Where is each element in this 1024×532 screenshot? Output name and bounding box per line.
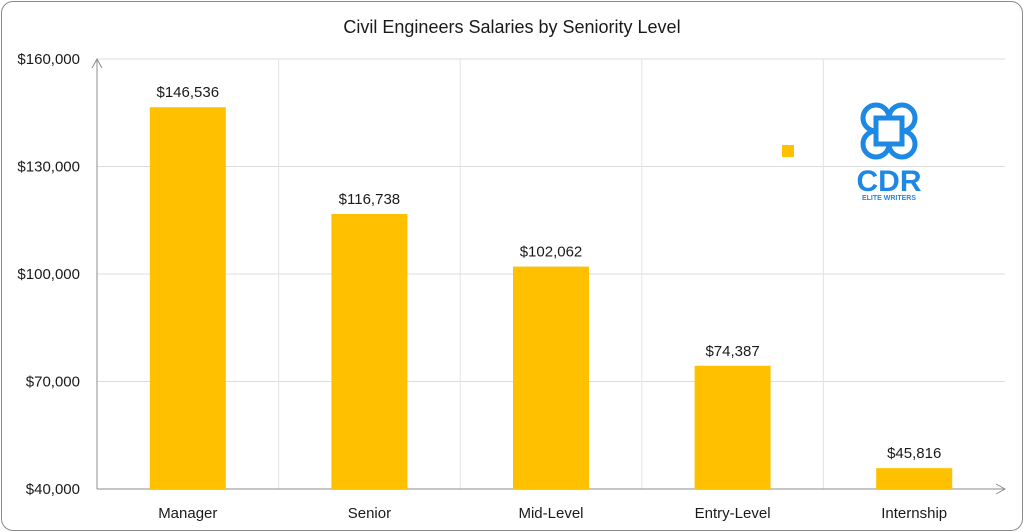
logo-tagline: ELITE WRITERS	[862, 195, 916, 202]
bar-senior	[331, 214, 408, 490]
y-tick-label: $130,000	[17, 159, 80, 176]
bar-manager	[149, 107, 226, 489]
data-label: $74,387	[705, 343, 759, 360]
x-axis-tick-labels: Manager Senior Mid-Level Entry-Level Interns…	[158, 505, 947, 522]
bar-mid-level	[513, 266, 589, 489]
x-tick-label: Manager	[158, 505, 217, 522]
cdr-logo: CDR ELITE WRITERS	[857, 102, 922, 202]
y-tick-label: $70,000	[26, 374, 80, 391]
bar-entry-level	[694, 365, 771, 489]
data-label: $102,062	[520, 244, 583, 261]
x-tick-label: Internship	[881, 505, 947, 522]
x-tick-label: Mid-Level	[518, 505, 583, 522]
x-tick-label: Entry-Level	[695, 505, 771, 522]
stray-marker	[782, 145, 794, 157]
data-label: $45,816	[887, 445, 941, 462]
data-label: $116,738	[339, 191, 400, 208]
gridlines	[97, 58, 1005, 489]
x-tick-label: Senior	[348, 505, 391, 522]
y-tick-label: $40,000	[26, 481, 80, 498]
chart-title: Civil Engineers Salaries by Seniority Le…	[343, 17, 680, 37]
y-axis-arrow	[91, 57, 103, 69]
bars	[149, 107, 953, 490]
y-tick-label: $100,000	[17, 266, 80, 283]
x-axis-arrow	[995, 483, 1007, 495]
y-axis-tick-labels: $40,000 $70,000 $100,000 $130,000 $160,000	[17, 51, 80, 498]
data-label: $146,536	[157, 84, 220, 101]
logo-center	[873, 115, 905, 147]
y-tick-label: $160,000	[17, 51, 80, 68]
bar-internship	[876, 468, 953, 489]
data-labels: $146,536 $116,738 $102,062 $74,387 $45,816	[157, 84, 942, 462]
command-key-icon	[860, 102, 918, 160]
logo-letters: CDR	[857, 165, 922, 198]
